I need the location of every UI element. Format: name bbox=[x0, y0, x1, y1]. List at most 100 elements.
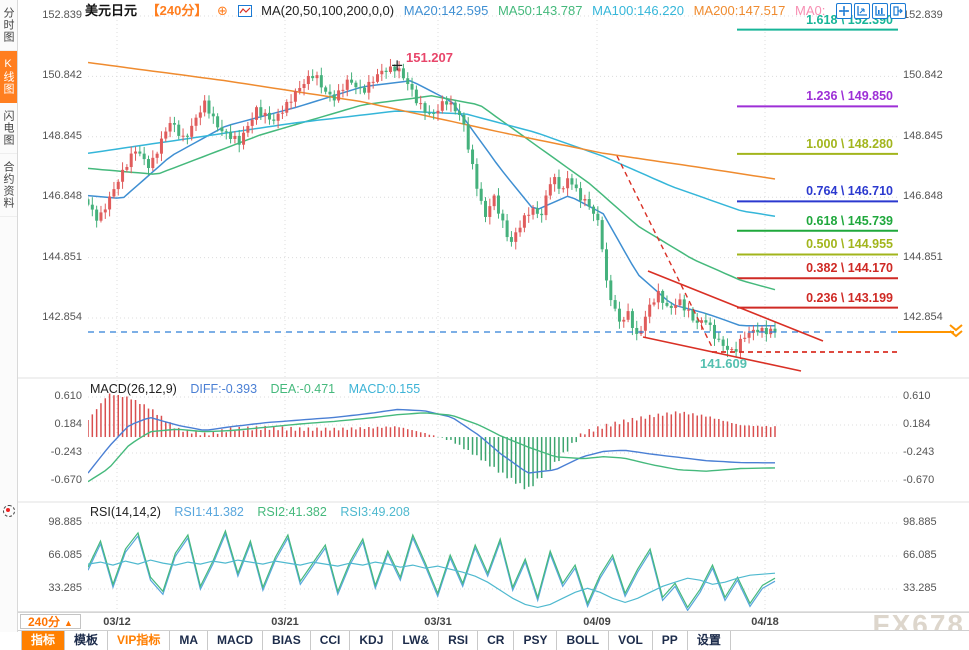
toolbar-item-6[interactable]: BIAS bbox=[263, 631, 311, 650]
symbol-title: 美元日元 bbox=[85, 3, 138, 18]
toolbar-item-9[interactable]: LW& bbox=[393, 631, 440, 650]
main-y-axis-left-label: 146.848 bbox=[42, 190, 82, 203]
ma20-line bbox=[88, 80, 775, 327]
toolbar-item-14[interactable]: VOL bbox=[609, 631, 653, 650]
toolbar-item-3[interactable]: VIP指标 bbox=[108, 631, 171, 650]
toolbar-item-12[interactable]: PSY bbox=[514, 631, 558, 650]
rsi2-value: RSI2:41.382 bbox=[257, 505, 327, 519]
ma-lines bbox=[88, 61, 776, 327]
toolbar-item-7[interactable]: CCI bbox=[311, 631, 351, 650]
peak-price-annotation: 151.207 bbox=[406, 50, 453, 65]
sidebar: 分时图 K线图 闪电图 合约资料 bbox=[0, 0, 18, 632]
rsi-panel-header: RSI(14,14,2) RSI1:41.382 RSI2:41.382 RSI… bbox=[90, 505, 420, 519]
rsi-panel bbox=[88, 529, 776, 611]
ma200-value: MA200:147.517 bbox=[693, 3, 786, 18]
crosshair-icon[interactable] bbox=[836, 3, 852, 19]
toolbar-item-2[interactable]: 模板 bbox=[65, 631, 109, 650]
main-y-axis-left-label: 142.854 bbox=[42, 311, 82, 323]
macd-macd-value: MACD:0.155 bbox=[348, 382, 421, 396]
fib-level-label: 0.500 \ 144.955 bbox=[806, 237, 893, 252]
date-label: 04/09 bbox=[583, 616, 611, 628]
sidebar-item-timeshare-chart[interactable]: 分时图 bbox=[0, 0, 17, 51]
ma20-value: MA20:142.595 bbox=[403, 3, 489, 18]
low-price-annotation: 141.609 bbox=[700, 356, 747, 371]
rsi-y-axis-right-label: 98.885 bbox=[903, 516, 937, 528]
macd-panel-header: MACD(26,12,9) DIFF:-0.393 DEA:-0.471 MAC… bbox=[90, 382, 430, 396]
sidebar-item-contract-info[interactable]: 合约资料 bbox=[0, 154, 17, 217]
chevron-up-icon: ▲ bbox=[64, 618, 73, 628]
sidebar-item-kline-chart[interactable]: K线图 bbox=[0, 51, 17, 103]
period-selector-label: 240分 bbox=[28, 615, 61, 629]
mini-chart-icon[interactable] bbox=[237, 4, 252, 22]
macd-y-axis-left-label: 0.184 bbox=[54, 417, 82, 430]
macd-y-axis-left-label: -0.670 bbox=[50, 474, 82, 486]
main-y-axis-right-label: 144.851 bbox=[903, 250, 943, 263]
axis-scale-left-icon[interactable] bbox=[854, 3, 870, 19]
ma-group-label: MA(20,50,100,200,0,0) bbox=[261, 3, 395, 18]
fib-level-label: 0.382 \ 144.170 bbox=[806, 261, 893, 276]
macd-panel bbox=[88, 393, 776, 490]
fib-level-label: 0.764 \ 146.710 bbox=[806, 184, 893, 199]
toolbar-item-1[interactable]: 指标 bbox=[22, 631, 66, 650]
rsi-y-axis-left-label: 98.885 bbox=[48, 516, 82, 528]
main-y-axis-left-label: 148.845 bbox=[42, 129, 82, 142]
ma50-line bbox=[88, 95, 776, 291]
macd-y-axis-right-label: 0.184 bbox=[903, 417, 931, 430]
sidebar-item-lightning-chart[interactable]: 闪电图 bbox=[0, 103, 17, 154]
macd-title: MACD(26,12,9) bbox=[90, 382, 177, 396]
toolbar-item-13[interactable]: BOLL bbox=[557, 631, 610, 650]
date-label: 04/18 bbox=[751, 616, 779, 628]
chart-header: 美元日元 【240分】 ⊕ MA(20,50,100,200,0,0) MA20… bbox=[85, 2, 831, 20]
time-axis: 240分 ▲ 03/12 03/21 03/31 04/09 04/18 FX678 bbox=[17, 609, 969, 640]
period-label: 【240分】 bbox=[146, 3, 208, 18]
rsi-y-axis-left-label: 33.285 bbox=[48, 582, 82, 594]
date-label: 03/12 bbox=[103, 616, 131, 628]
main-y-axis-left-label: 152.839 bbox=[42, 9, 82, 21]
main-y-axis-left-label: 150.842 bbox=[42, 69, 82, 82]
rsi3-value: RSI3:49.208 bbox=[340, 505, 410, 519]
trend-line bbox=[647, 270, 824, 342]
double-chevron-down-icon bbox=[949, 324, 963, 338]
fib-level-label: 1.618 \ 152.390 bbox=[806, 12, 893, 27]
toolbar-spacer bbox=[0, 631, 22, 650]
fib-level-label: 1.236 \ 149.850 bbox=[806, 89, 893, 104]
ma0-value: MA0: bbox=[794, 3, 826, 18]
chart-tools bbox=[836, 3, 906, 19]
period-selector-button[interactable]: 240分 ▲ bbox=[20, 614, 81, 629]
toolbar-item-16[interactable]: 设置 bbox=[688, 631, 731, 650]
rsi-y-axis-right-label: 33.285 bbox=[903, 582, 937, 594]
date-label: 03/21 bbox=[271, 616, 299, 628]
rsi-y-axis-left-label: 66.085 bbox=[48, 549, 82, 561]
fib-level-label: 0.618 \ 145.739 bbox=[806, 213, 893, 228]
fib-level-label: 1.000 \ 148.280 bbox=[806, 136, 893, 151]
indicator-toolbar: 指标 模板 VIP指标 MA MACD BIAS CCI KDJ LW& RSI CR PSY BOLL… bbox=[0, 630, 969, 650]
date-label: 03/31 bbox=[424, 616, 452, 628]
ma50-value: MA50:143.787 bbox=[497, 3, 583, 18]
main-y-axis-right-label: 146.848 bbox=[903, 190, 943, 203]
toolbar-item-5[interactable]: MACD bbox=[208, 631, 264, 650]
macd-dea-value: DEA:-0.471 bbox=[270, 382, 336, 396]
macd-y-axis-left-label: 0.610 bbox=[54, 390, 82, 402]
trend-line bbox=[642, 336, 802, 372]
macd-y-axis-right-label: 0.610 bbox=[903, 390, 931, 402]
toolbar-item-8[interactable]: KDJ bbox=[350, 631, 394, 650]
toolbar-item-4[interactable]: MA bbox=[170, 631, 209, 650]
main-y-axis-right-label: 152.839 bbox=[903, 9, 943, 21]
collapse-right-icon[interactable] bbox=[890, 3, 906, 19]
ma200-line bbox=[88, 61, 776, 180]
candles bbox=[88, 58, 777, 360]
macd-diff-value: DIFF:-0.393 bbox=[190, 382, 258, 396]
add-indicator-icon[interactable]: ⊕ bbox=[216, 3, 228, 18]
axis-scale-right-icon[interactable] bbox=[872, 3, 888, 19]
main-y-axis-right-label: 150.842 bbox=[903, 69, 943, 82]
rsi-y-axis-right-label: 66.085 bbox=[903, 549, 937, 561]
toolbar-item-15[interactable]: PP bbox=[653, 631, 688, 650]
grid bbox=[17, 15, 969, 612]
peak-cross-marker bbox=[392, 60, 403, 71]
toolbar-item-11[interactable]: CR bbox=[478, 631, 515, 650]
main-y-axis-left-label: 144.851 bbox=[42, 250, 82, 263]
live-alert-icon[interactable] bbox=[3, 505, 15, 517]
toolbar-item-10[interactable]: RSI bbox=[439, 631, 479, 650]
